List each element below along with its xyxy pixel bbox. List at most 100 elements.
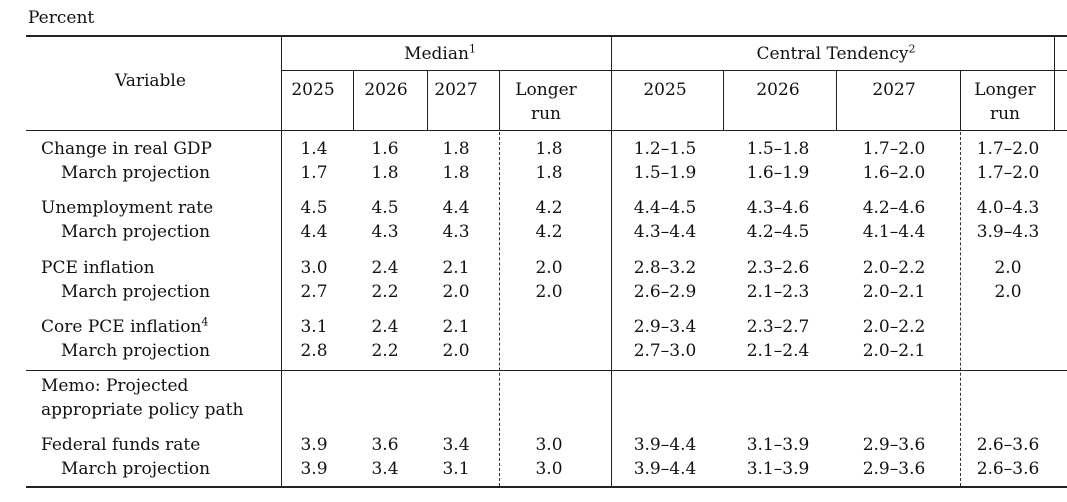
header-divider-c1 bbox=[723, 70, 724, 131]
cell: 3.9 bbox=[300, 435, 328, 455]
cell: 2.0–2.2 bbox=[862, 258, 926, 278]
header-central-run: run bbox=[989, 104, 1021, 124]
header-median: Median1 bbox=[404, 42, 476, 64]
row-label: Core PCE inflation4 bbox=[41, 315, 209, 337]
cell: 4.5 bbox=[371, 198, 399, 218]
cell: 2.0–2.1 bbox=[862, 341, 926, 361]
cell: 2.0 bbox=[994, 258, 1022, 278]
cell: 2.8 bbox=[300, 341, 328, 361]
memo-rule bbox=[26, 370, 1067, 371]
cell: 2.9–3.6 bbox=[862, 459, 926, 479]
cell: 1.7–2.0 bbox=[862, 139, 926, 159]
header-divider-c3 bbox=[960, 70, 961, 131]
cell: 1.8 bbox=[371, 163, 399, 183]
cell: 4.2 bbox=[535, 198, 563, 218]
cell: 3.4 bbox=[371, 459, 399, 479]
header-central-longer: Longer bbox=[974, 80, 1036, 100]
cell: 4.2–4.6 bbox=[862, 198, 926, 218]
row-label-text: Core PCE inflation bbox=[41, 317, 202, 337]
cell: 2.3–2.6 bbox=[746, 258, 810, 278]
header-median-2027: 2027 bbox=[434, 80, 478, 100]
cell: 1.6 bbox=[371, 139, 399, 159]
table-caption: Percent bbox=[28, 8, 95, 28]
cell: 4.4 bbox=[300, 222, 328, 242]
footnote-4: 4 bbox=[201, 315, 209, 329]
cell: 3.1–3.9 bbox=[746, 459, 810, 479]
cell: 1.6–2.0 bbox=[862, 163, 926, 183]
cell: 3.1 bbox=[442, 459, 470, 479]
cell: 1.5–1.8 bbox=[746, 139, 810, 159]
dashed-divider-median bbox=[499, 132, 500, 486]
cell: 4.3 bbox=[442, 222, 470, 242]
cell: 2.0 bbox=[442, 341, 470, 361]
cell: 3.9 bbox=[300, 459, 328, 479]
cell: 4.1–4.4 bbox=[862, 222, 926, 242]
cell: 2.4 bbox=[371, 317, 399, 337]
header-median-label: Median bbox=[404, 44, 469, 64]
header-divider-m1 bbox=[353, 70, 354, 131]
cell: 3.0 bbox=[535, 459, 563, 479]
row-label: March projection bbox=[61, 222, 211, 242]
bottom-rule bbox=[26, 486, 1067, 488]
header-central-label: Central Tendency bbox=[756, 44, 909, 64]
header-median-2025: 2025 bbox=[291, 80, 335, 100]
cell: 1.8 bbox=[535, 139, 563, 159]
header-central-tendency: Central Tendency2 bbox=[756, 42, 916, 64]
header-divider-c2 bbox=[836, 70, 837, 131]
cell: 2.6–3.6 bbox=[976, 435, 1040, 455]
footnote-2: 2 bbox=[908, 42, 916, 56]
cell: 2.3–2.7 bbox=[746, 317, 810, 337]
divider-right-edge bbox=[1054, 36, 1055, 131]
cell: 2.6–3.6 bbox=[976, 459, 1040, 479]
header-bottom-rule bbox=[26, 130, 1067, 131]
cell: 2.0–2.1 bbox=[862, 282, 926, 302]
cell: 3.1 bbox=[300, 317, 328, 337]
cell: 3.1–3.9 bbox=[746, 435, 810, 455]
row-label: March projection bbox=[61, 459, 211, 479]
cell: 2.9–3.6 bbox=[862, 435, 926, 455]
cell: 2.1 bbox=[442, 258, 470, 278]
header-variable: Variable bbox=[115, 71, 186, 91]
cell: 2.0 bbox=[994, 282, 1022, 302]
header-central-2027: 2027 bbox=[872, 80, 916, 100]
cell: 4.2 bbox=[535, 222, 563, 242]
cell: 2.7 bbox=[300, 282, 328, 302]
cell: 2.0 bbox=[535, 258, 563, 278]
cell: 1.6–1.9 bbox=[746, 163, 810, 183]
cell: 1.5–1.9 bbox=[633, 163, 697, 183]
cell: 3.9–4.4 bbox=[633, 435, 697, 455]
cell: 4.3–4.4 bbox=[633, 222, 697, 242]
cell: 2.2 bbox=[371, 341, 399, 361]
row-label: Change in real GDP bbox=[41, 139, 212, 159]
cell: 1.4 bbox=[300, 139, 328, 159]
row-label: Federal funds rate bbox=[41, 435, 201, 455]
cell: 1.8 bbox=[442, 163, 470, 183]
header-median-longer: Longer bbox=[515, 80, 577, 100]
cell: 2.6–2.9 bbox=[633, 282, 697, 302]
cell: 4.0–4.3 bbox=[976, 198, 1040, 218]
cell: 3.0 bbox=[300, 258, 328, 278]
cell: 4.2–4.5 bbox=[746, 222, 810, 242]
divider-variable bbox=[281, 36, 282, 487]
cell: 2.0 bbox=[535, 282, 563, 302]
footnote-1: 1 bbox=[468, 42, 476, 56]
row-label: March projection bbox=[61, 282, 211, 302]
header-central-2025: 2025 bbox=[643, 80, 687, 100]
cell: 2.4 bbox=[371, 258, 399, 278]
cell: 3.9–4.3 bbox=[976, 222, 1040, 242]
memo-line1: Memo: Projected bbox=[41, 376, 189, 396]
cell: 1.7 bbox=[300, 163, 328, 183]
cell: 4.3–4.6 bbox=[746, 198, 810, 218]
cell: 3.9–4.4 bbox=[633, 459, 697, 479]
cell: 2.0–2.2 bbox=[862, 317, 926, 337]
memo-line2: appropriate policy path bbox=[41, 400, 244, 420]
header-median-run: run bbox=[530, 104, 562, 124]
cell: 1.7–2.0 bbox=[976, 163, 1040, 183]
cell: 1.8 bbox=[535, 163, 563, 183]
cell: 3.0 bbox=[535, 435, 563, 455]
row-label: Unemployment rate bbox=[41, 198, 214, 218]
top-rule bbox=[26, 35, 1067, 37]
cell: 2.7–3.0 bbox=[633, 341, 697, 361]
dashed-divider-central bbox=[960, 132, 961, 486]
cell: 1.8 bbox=[442, 139, 470, 159]
